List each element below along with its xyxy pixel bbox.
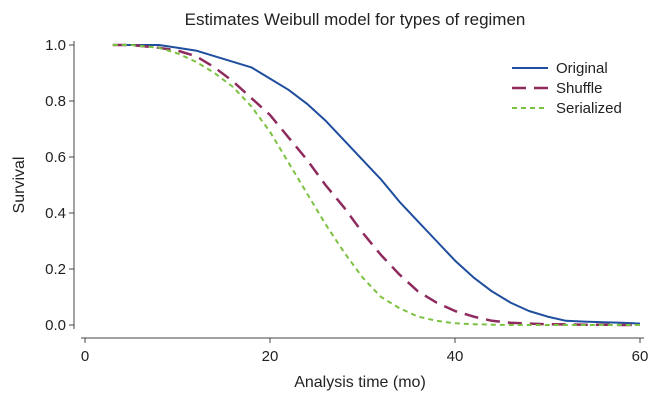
- x-tick-label: 20: [262, 348, 279, 365]
- chart-title: Estimates Weibull model for types of reg…: [185, 10, 526, 29]
- x-tick-label: 60: [632, 348, 649, 365]
- x-tick-label: 0: [81, 348, 89, 365]
- x-axis-label: Analysis time (mo): [294, 374, 426, 391]
- y-ticks: 0.0 0.2 0.4 0.6 0.8 1.0: [45, 37, 74, 334]
- y-axis-label: Survival: [11, 157, 28, 214]
- y-tick-label: 0.2: [45, 261, 66, 278]
- series-line-original: [112, 44, 641, 325]
- legend-label-shuffle: Shuffle: [556, 80, 602, 97]
- x-tick-label: 40: [447, 348, 464, 365]
- legend: Original Shuffle Serialized: [512, 60, 622, 117]
- axes: [73, 41, 644, 339]
- legend-label-serialized: Serialized: [556, 100, 622, 117]
- legend-label-original: Original: [556, 60, 608, 77]
- x-ticks: 0 20 40 60: [81, 338, 649, 365]
- y-tick-label: 0.4: [45, 205, 66, 222]
- y-tick-label: 0.0: [45, 317, 66, 334]
- series-layer: [112, 43, 641, 327]
- series-line-serialized: [112, 44, 640, 326]
- y-tick-label: 0.6: [45, 149, 66, 166]
- y-tick-label: 0.8: [45, 93, 66, 110]
- series-line-shuffle: [112, 43, 640, 327]
- y-tick-label: 1.0: [45, 37, 66, 54]
